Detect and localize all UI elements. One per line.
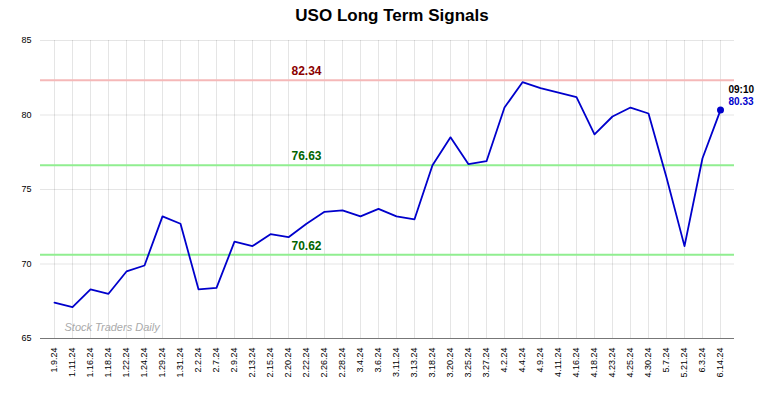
svg-text:65: 65 [21,333,31,343]
svg-text:4.16.24: 4.16.24 [571,348,581,378]
svg-text:5.21.24: 5.21.24 [679,348,689,378]
svg-text:1.22.24: 1.22.24 [121,348,131,378]
svg-text:3.25.24: 3.25.24 [463,348,473,378]
svg-text:3.27.24: 3.27.24 [481,348,491,378]
svg-text:3.6.24: 3.6.24 [373,348,383,373]
svg-text:4.30.24: 4.30.24 [643,348,653,378]
svg-text:2.2.24: 2.2.24 [193,348,203,373]
svg-text:2.7.24: 2.7.24 [211,348,221,373]
svg-text:4.9.24: 4.9.24 [535,348,545,373]
svg-text:2.22.24: 2.22.24 [301,348,311,378]
svg-text:2.15.24: 2.15.24 [265,348,275,378]
svg-text:2.9.24: 2.9.24 [229,348,239,373]
svg-text:3.20.24: 3.20.24 [445,348,455,378]
svg-text:6.14.24: 6.14.24 [715,348,725,378]
svg-text:70.62: 70.62 [291,239,321,253]
svg-text:3.11.24: 3.11.24 [391,348,401,377]
svg-text:75: 75 [21,184,31,194]
svg-text:1.29.24: 1.29.24 [157,348,167,378]
svg-text:1.9.24: 1.9.24 [49,348,59,373]
svg-text:85: 85 [21,35,31,45]
svg-text:1.31.24: 1.31.24 [175,348,185,378]
svg-text:76.63: 76.63 [291,149,321,163]
svg-text:1.18.24: 1.18.24 [103,348,113,378]
svg-text:4.25.24: 4.25.24 [625,348,635,378]
svg-text:Stock Traders Daily: Stock Traders Daily [65,321,162,333]
svg-text:3.4.24: 3.4.24 [355,348,365,373]
svg-text:2.13.24: 2.13.24 [247,348,257,378]
svg-text:4.4.24: 4.4.24 [517,348,527,373]
svg-text:1.24.24: 1.24.24 [139,348,149,378]
svg-text:2.28.24: 2.28.24 [337,348,347,378]
svg-text:1.16.24: 1.16.24 [85,348,95,378]
svg-text:2.26.24: 2.26.24 [319,348,329,378]
svg-text:80.33: 80.33 [729,96,754,107]
svg-text:4.18.24: 4.18.24 [589,348,599,378]
svg-text:4.23.24: 4.23.24 [607,348,617,378]
svg-text:1.11.24: 1.11.24 [67,348,77,377]
html-text:USO Long Term Signals: USO Long Term Signals [295,6,489,25]
svg-text:09:10: 09:10 [729,84,755,95]
svg-text:4.11.24: 4.11.24 [553,348,563,377]
svg-text:4.2.24: 4.2.24 [499,348,509,373]
svg-text:70: 70 [21,259,31,269]
svg-text:3.13.24: 3.13.24 [409,348,419,378]
svg-text:5.7.24: 5.7.24 [661,348,671,373]
svg-text:80: 80 [21,110,31,120]
svg-text:2.20.24: 2.20.24 [283,348,293,378]
svg-text:82.34: 82.34 [291,64,321,78]
svg-text:6.3.24: 6.3.24 [697,348,707,373]
svg-text:3.18.24: 3.18.24 [427,348,437,378]
